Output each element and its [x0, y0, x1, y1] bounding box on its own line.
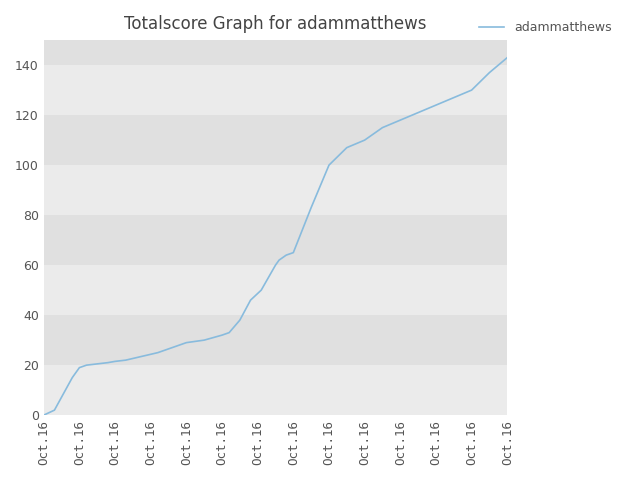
Bar	[44, 40, 508, 65]
adammatthews	[396, 117, 404, 123]
adammatthews	[168, 345, 176, 350]
adammatthews	[246, 297, 254, 303]
Line: adammatthews: adammatthews	[44, 58, 508, 415]
adammatthews	[264, 275, 272, 280]
Bar	[44, 315, 508, 365]
adammatthews	[486, 70, 493, 75]
adammatthews	[450, 95, 458, 100]
Legend: adammatthews: adammatthews	[474, 16, 617, 39]
adammatthews	[104, 360, 112, 365]
adammatthews	[51, 407, 58, 413]
adammatthews	[325, 162, 333, 168]
adammatthews	[236, 317, 244, 323]
adammatthews	[257, 287, 265, 293]
adammatthews	[361, 137, 369, 143]
Bar	[44, 115, 508, 165]
adammatthews	[289, 250, 297, 255]
adammatthews	[343, 145, 351, 151]
adammatthews	[83, 362, 90, 368]
adammatthews	[76, 365, 83, 371]
Title: Totalscore Graph for adammatthews: Totalscore Graph for adammatthews	[124, 15, 427, 33]
Bar	[44, 65, 508, 115]
adammatthews	[432, 102, 440, 108]
Bar	[44, 215, 508, 265]
adammatthews	[271, 262, 279, 268]
adammatthews	[218, 332, 226, 338]
adammatthews	[282, 252, 290, 258]
adammatthews	[468, 87, 476, 93]
adammatthews	[93, 361, 101, 367]
Bar	[44, 165, 508, 215]
adammatthews	[111, 359, 119, 364]
adammatthews	[414, 110, 422, 116]
adammatthews	[143, 352, 151, 358]
adammatthews	[40, 412, 47, 418]
adammatthews	[504, 55, 511, 60]
Bar	[44, 265, 508, 315]
adammatthews	[122, 357, 129, 363]
adammatthews	[379, 125, 387, 131]
adammatthews	[200, 337, 208, 343]
adammatthews	[225, 330, 233, 336]
adammatthews	[68, 375, 76, 381]
adammatthews	[132, 355, 140, 360]
adammatthews	[182, 340, 190, 346]
Bar	[44, 365, 508, 415]
adammatthews	[154, 350, 162, 356]
adammatthews	[275, 257, 283, 263]
adammatthews	[307, 205, 315, 211]
